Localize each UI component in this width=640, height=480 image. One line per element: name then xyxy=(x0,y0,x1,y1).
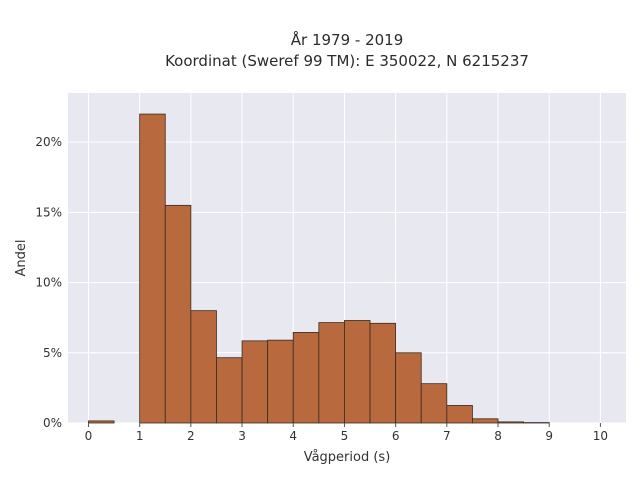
x-tick-label: 5 xyxy=(341,429,349,443)
chart-title: År 1979 - 2019 Koordinat (Sweref 99 TM):… xyxy=(165,30,529,70)
x-tick-label: 8 xyxy=(494,429,502,443)
histogram-bar xyxy=(472,418,499,424)
x-tick-label: 6 xyxy=(392,429,400,443)
x-tick-label: 4 xyxy=(289,429,297,443)
x-tick-label: 9 xyxy=(545,429,553,443)
histogram-bar xyxy=(216,357,243,424)
histogram-bar xyxy=(446,405,473,424)
histogram-bar xyxy=(420,383,448,424)
histogram-bar xyxy=(395,352,422,424)
histogram-bar xyxy=(497,421,525,424)
y-axis-label: Andel xyxy=(14,240,29,277)
histogram-bar xyxy=(369,322,397,424)
y-tick-label: 20% xyxy=(35,135,62,149)
x-axis-ticks: 0 1 2 3 4 5 6 7 8 9 10 xyxy=(85,423,608,443)
x-tick-label: 7 xyxy=(443,429,451,443)
x-tick-label: 0 xyxy=(85,429,93,443)
histogram-bar xyxy=(139,113,166,424)
histogram-bars xyxy=(88,113,550,424)
histogram-bar xyxy=(344,320,371,424)
chart-title-line-1: År 1979 - 2019 xyxy=(291,30,404,49)
x-tick-label: 10 xyxy=(593,429,608,443)
x-tick-label: 1 xyxy=(136,429,144,443)
y-tick-label: 15% xyxy=(35,205,62,219)
y-axis-ticks: 0% 5% 10% 15% 20% xyxy=(35,135,62,430)
histogram-bar xyxy=(267,339,294,424)
x-tick-label: 2 xyxy=(187,429,195,443)
histogram-bar xyxy=(190,310,217,424)
x-axis-label: Vågperiod (s) xyxy=(304,450,391,465)
y-tick-label: 10% xyxy=(35,276,62,290)
y-tick-label: 0% xyxy=(43,416,62,430)
chart-title-line-2: Koordinat (Sweref 99 TM): E 350022, N 62… xyxy=(165,52,529,70)
histogram-bar xyxy=(88,420,115,424)
histogram-bar xyxy=(241,340,269,424)
histogram-bar xyxy=(292,332,320,424)
histogram-bar xyxy=(318,322,345,424)
x-tick-label: 3 xyxy=(238,429,246,443)
y-tick-label: 5% xyxy=(43,346,62,360)
histogram-bar xyxy=(164,204,192,424)
